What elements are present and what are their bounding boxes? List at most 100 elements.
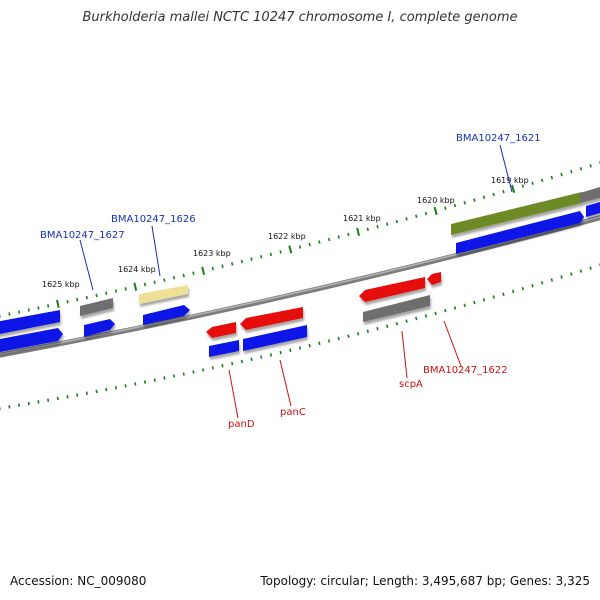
pseudogene-feature[interactable]: [139, 285, 188, 304]
minor-tick-mark: [376, 327, 379, 331]
accession-text: Accession: NC_009080: [10, 574, 147, 588]
minor-tick-mark: [124, 287, 127, 291]
minor-tick-mark: [85, 295, 88, 300]
feature-label[interactable]: BMA10247_1622: [423, 365, 508, 376]
minor-tick-mark: [560, 275, 563, 279]
minor-tick-mark: [105, 291, 108, 295]
feature-label[interactable]: BMA10247_1626: [111, 214, 196, 225]
genome-summary-text: Topology: circular; Length: 3,495,687 bp…: [260, 574, 590, 588]
minor-tick-mark: [27, 308, 30, 312]
minor-tick-mark: [502, 189, 505, 194]
gene-feature-highlight[interactable]: [206, 322, 236, 338]
lower-tick-ring: [0, 263, 600, 410]
minor-tick-mark: [114, 385, 117, 390]
minor-tick-mark: [521, 184, 525, 188]
minor-tick-mark: [134, 382, 137, 386]
feature-label[interactable]: panD: [228, 419, 255, 430]
minor-tick-mark: [386, 222, 389, 226]
minor-tick-mark: [153, 280, 156, 284]
minor-tick-mark: [579, 167, 583, 171]
feature-label[interactable]: BMA10247_1621: [456, 133, 541, 144]
minor-tick-mark: [482, 195, 486, 200]
minor-tick-mark: [347, 232, 350, 237]
minor-tick-mark: [269, 252, 273, 257]
minor-tick-mark: [260, 355, 263, 359]
minor-tick-mark: [172, 374, 176, 378]
cds-feature[interactable]: [143, 305, 190, 325]
feature-label[interactable]: scpA: [399, 379, 423, 390]
minor-tick-mark: [589, 266, 592, 270]
tick-label: 1625 kbp: [42, 280, 80, 289]
major-tick-mark: [133, 282, 138, 291]
minor-tick-mark: [163, 278, 166, 282]
feature-label[interactable]: panC: [280, 407, 306, 418]
genome-backbone-highlight: [0, 215, 600, 355]
label-leader-line: [401, 330, 408, 379]
minor-tick-mark: [27, 401, 30, 406]
minor-tick-mark: [289, 348, 292, 353]
minor-tick-mark: [279, 350, 282, 355]
tick-label: 1621 kbp: [343, 214, 381, 223]
cds-feature[interactable]: [84, 319, 115, 337]
minor-tick-mark: [37, 306, 40, 310]
minor-tick-mark: [327, 339, 331, 343]
minor-tick-mark: [269, 353, 273, 357]
minor-tick-mark: [182, 273, 185, 278]
minor-tick-mark: [105, 387, 108, 392]
gene-feature[interactable]: [580, 187, 600, 203]
minor-tick-mark: [308, 343, 311, 348]
minor-tick-mark: [221, 364, 224, 368]
minor-tick-mark: [211, 266, 214, 271]
minor-tick-mark: [95, 389, 98, 394]
upper-tick-ring: [0, 161, 600, 318]
minor-tick-mark: [540, 281, 544, 285]
minor-tick-mark: [463, 201, 466, 205]
minor-tick-mark: [492, 295, 495, 299]
minor-tick-mark: [153, 378, 156, 382]
major-tick-mark: [201, 266, 206, 276]
minor-tick-mark: [531, 181, 534, 186]
minor-tick-mark: [8, 312, 11, 316]
minor-tick-mark: [211, 366, 214, 370]
cds-feature[interactable]: [209, 340, 239, 357]
tick-label: 1624 kbp: [118, 265, 156, 274]
minor-tick-mark: [250, 257, 253, 261]
minor-tick-mark: [85, 391, 88, 395]
gene-feature[interactable]: [80, 298, 113, 316]
minor-tick-mark: [221, 264, 224, 268]
gene-feature-highlight[interactable]: [359, 277, 425, 302]
minor-tick-mark: [37, 400, 40, 404]
minor-tick-mark: [550, 175, 554, 180]
minor-tick-mark: [47, 398, 50, 402]
tick-label: 1622 kbp: [268, 232, 306, 241]
cds-feature[interactable]: [0, 328, 63, 353]
minor-tick-mark: [337, 336, 340, 341]
minor-tick-mark: [308, 242, 311, 247]
major-tick-mark: [356, 227, 361, 237]
minor-tick-mark: [463, 303, 466, 308]
minor-tick-mark: [424, 211, 428, 216]
feature-label[interactable]: BMA10247_1627: [40, 230, 125, 241]
label-leader-line: [443, 320, 462, 367]
minor-tick-mark: [279, 250, 282, 254]
minor-tick-mark: [231, 361, 234, 366]
minor-tick-mark: [386, 324, 389, 328]
gene-feature-highlight[interactable]: [427, 272, 441, 285]
minor-tick-mark: [250, 357, 253, 361]
cds-feature[interactable]: [456, 211, 584, 254]
gene-feature-highlight[interactable]: [451, 192, 582, 235]
cds-feature[interactable]: [243, 325, 307, 351]
minor-tick-mark: [202, 368, 205, 372]
minor-tick-mark: [18, 403, 21, 407]
major-tick-mark: [288, 245, 293, 254]
tick-label: 1619 kbp: [491, 176, 529, 185]
minor-tick-mark: [415, 316, 418, 321]
cds-feature[interactable]: [0, 310, 60, 335]
minor-tick-mark: [444, 308, 447, 313]
gene-feature-highlight[interactable]: [240, 307, 303, 330]
gene-feature[interactable]: [363, 295, 430, 322]
major-tick-mark: [433, 206, 438, 216]
cds-feature[interactable]: [586, 202, 600, 217]
minor-tick-mark: [318, 240, 321, 244]
